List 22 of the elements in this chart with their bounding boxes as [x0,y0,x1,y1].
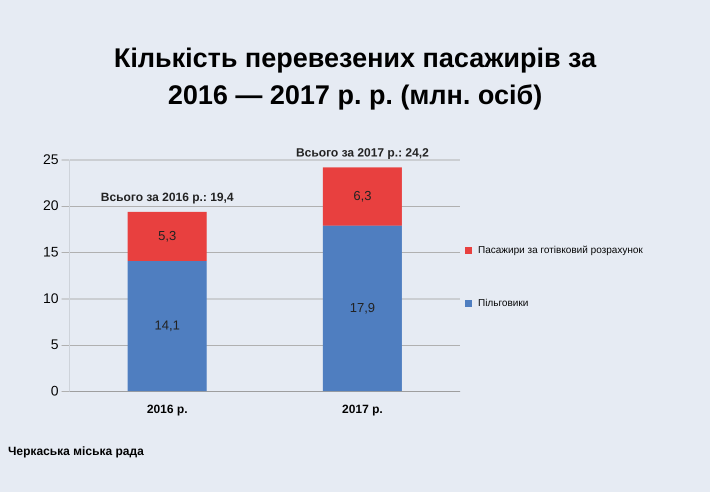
bar [128,212,207,261]
data-label: 6,3 [353,188,372,204]
text: Черкаська міська рада [8,444,144,458]
data-label: 14,1 [154,318,180,333]
y-tick-label: 5 [50,336,59,352]
y-tick-label: 20 [42,197,59,214]
y-tick-label: 0 [50,382,59,398]
total-label: Всього за 2017 р.: 24,2 [296,146,430,160]
bar [322,226,402,392]
total-label: Всього за 2016 р.: 19,4 [100,190,234,204]
x-tick-label: 2017 р. [342,402,383,416]
legend-label: Пільговики [478,298,528,309]
data-label: 5,3 [158,228,176,244]
legend-label: Пасажири за готівковий розрахунок [478,245,643,256]
bar [128,260,207,392]
chart-title: Кількість перевезених пасажирів за 2016 — 2017 р. р. (млн. осіб) [112,42,598,112]
bar [322,167,402,226]
y-tick-label: 25 [42,150,59,167]
y-tick-label: 15 [42,244,59,260]
data-label: 17,9 [350,300,376,316]
x-tick-label: 2016 р. [146,402,188,416]
y-tick-label: 10 [42,290,59,306]
